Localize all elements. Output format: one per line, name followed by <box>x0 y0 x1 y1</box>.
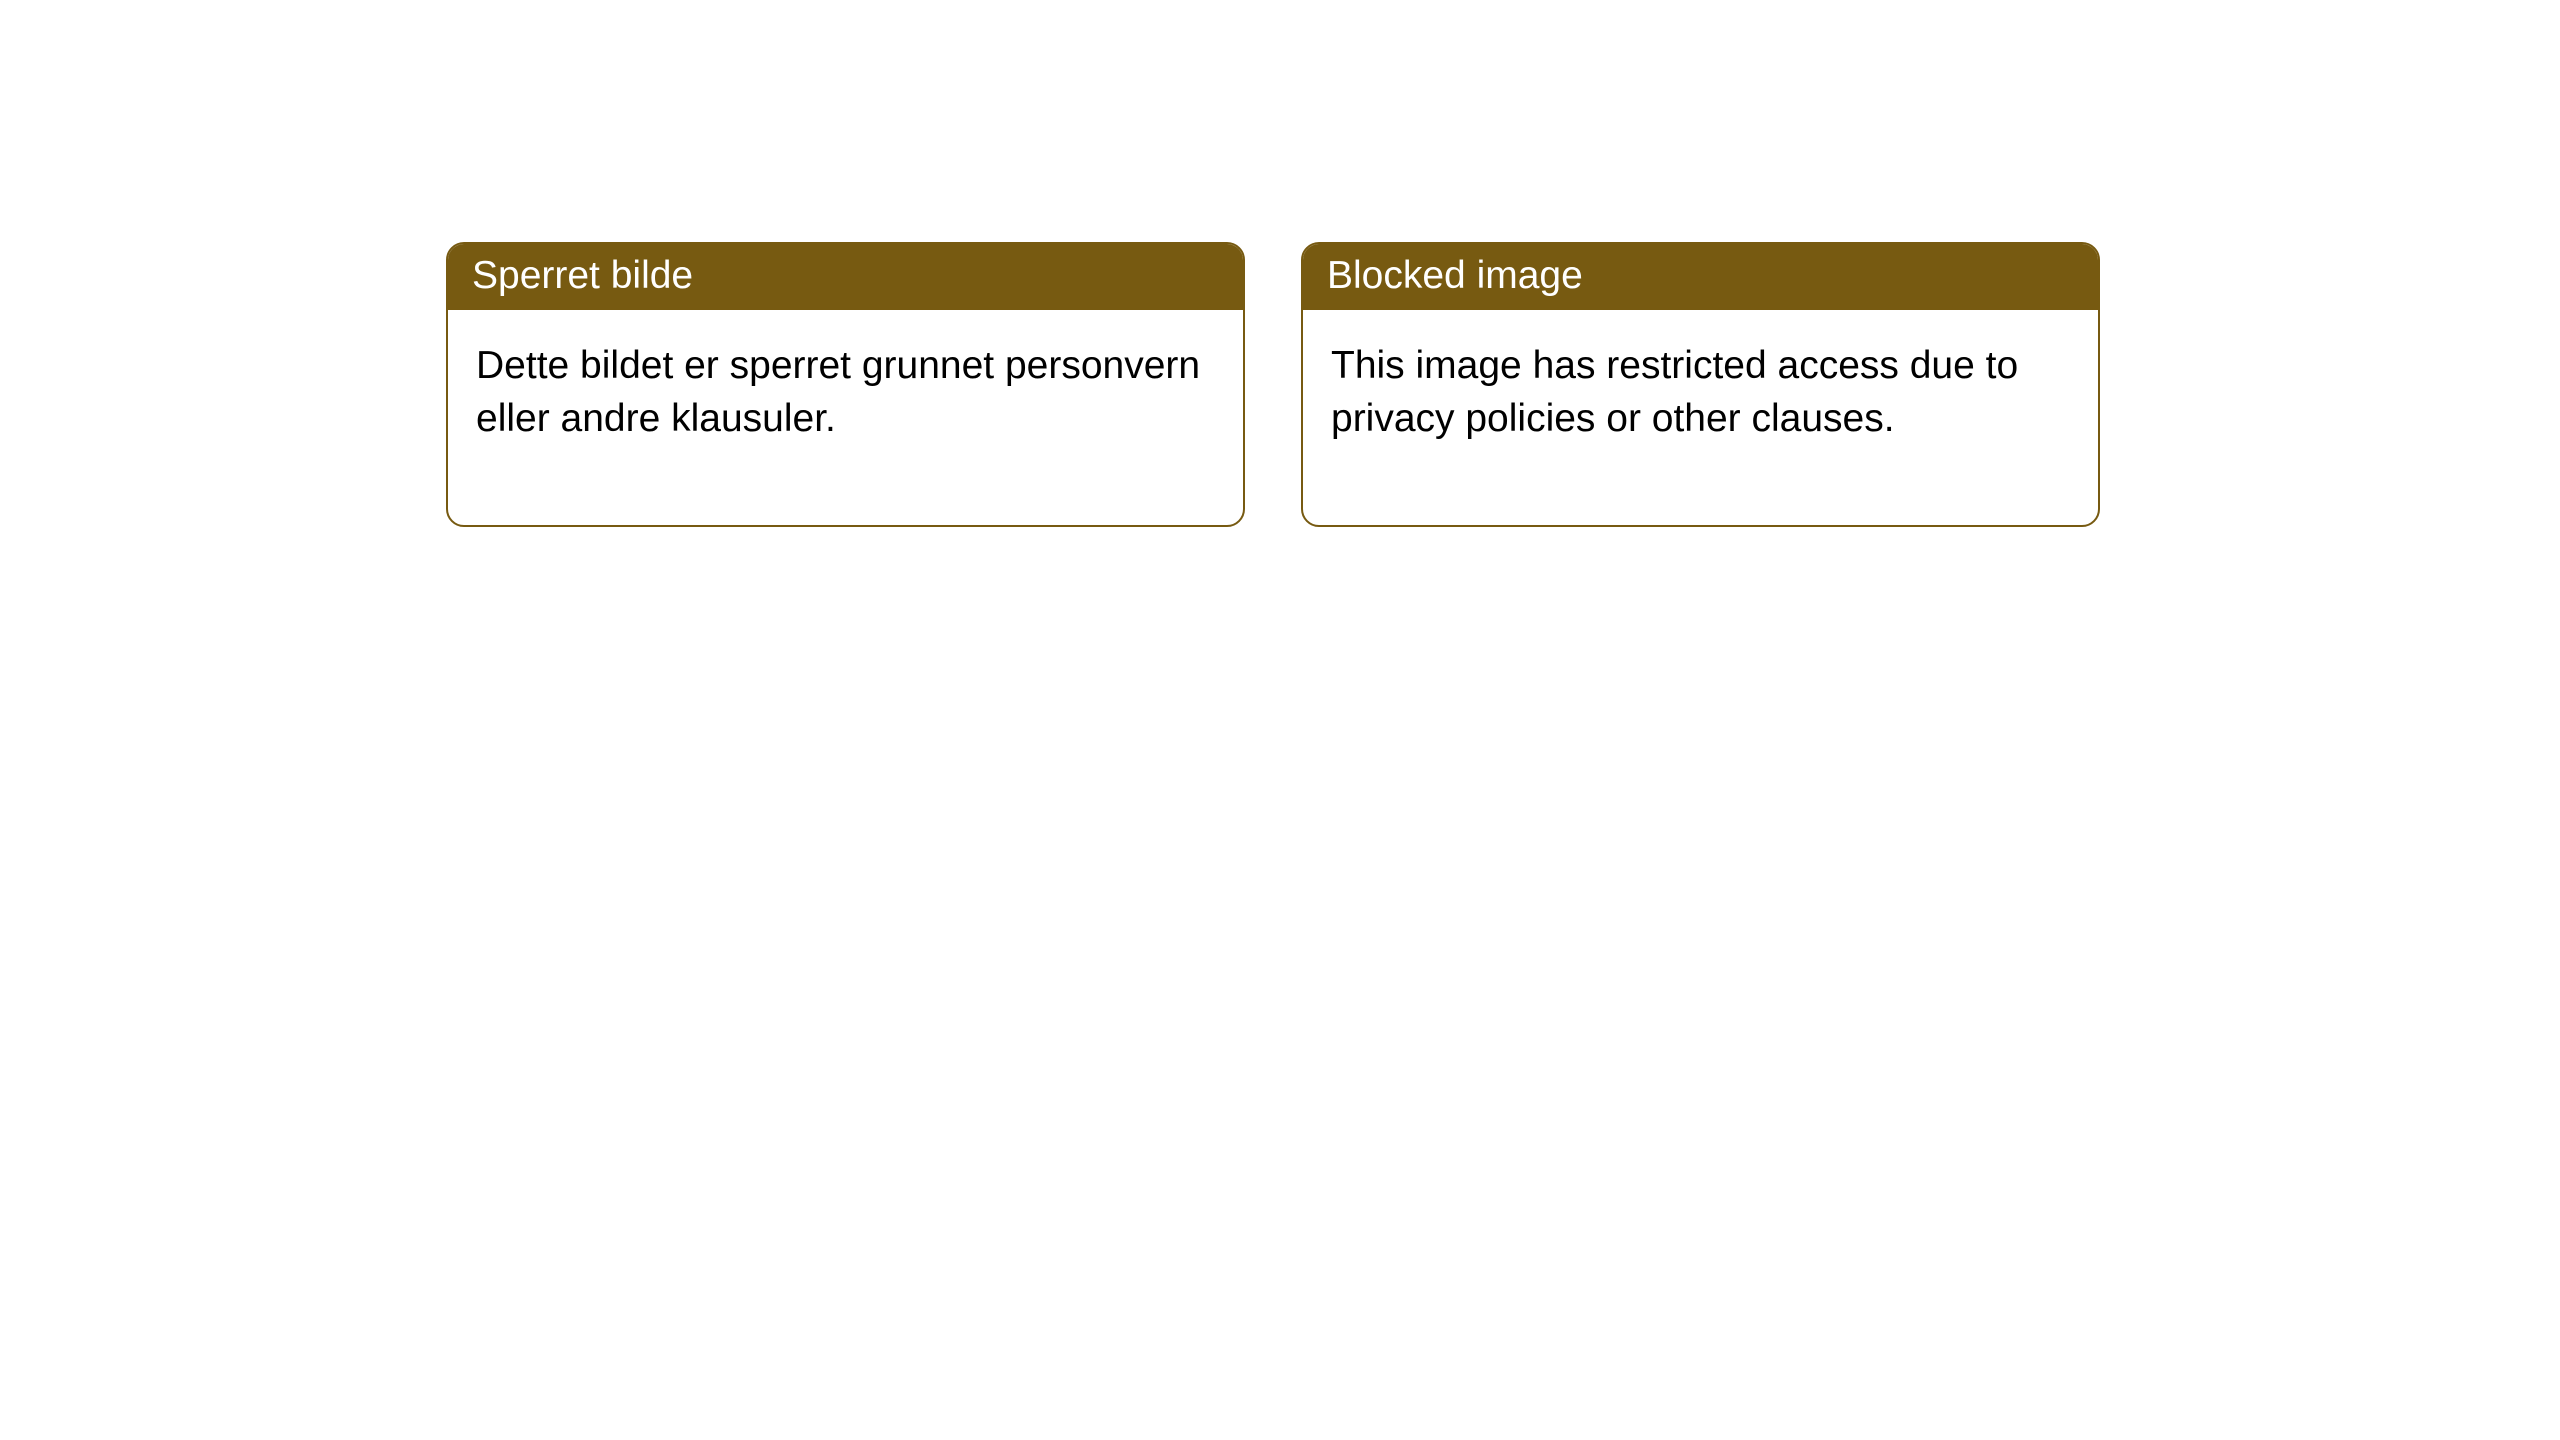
card-title: Sperret bilde <box>472 254 693 297</box>
card-header: Blocked image <box>1303 244 2098 310</box>
card-header: Sperret bilde <box>448 244 1243 310</box>
notice-card-english: Blocked image This image has restricted … <box>1301 242 2100 527</box>
card-body-text: Dette bildet er sperret grunnet personve… <box>476 344 1200 440</box>
notice-card-norwegian: Sperret bilde Dette bildet er sperret gr… <box>446 242 1245 527</box>
card-body: Dette bildet er sperret grunnet personve… <box>448 310 1243 525</box>
notice-container: Sperret bilde Dette bildet er sperret gr… <box>0 0 2560 527</box>
card-body-text: This image has restricted access due to … <box>1331 344 2018 440</box>
card-body: This image has restricted access due to … <box>1303 310 2098 525</box>
card-title: Blocked image <box>1327 254 1583 297</box>
